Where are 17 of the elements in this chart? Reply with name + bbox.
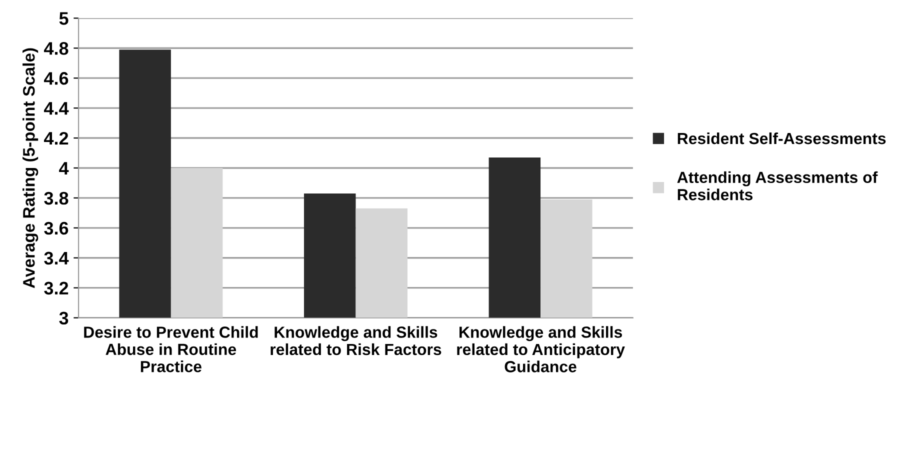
y-tick-label: 4.2: [44, 132, 68, 145]
y-tick-label: 3.2: [44, 282, 68, 295]
y-tick-label: 3.4: [44, 252, 69, 265]
y-axis-title: Average Rating (5-point Scale): [22, 48, 38, 288]
y-tick-label: 4.8: [44, 42, 68, 55]
y-tick-label: 4.4: [44, 102, 69, 115]
x-tick-label: Knowledge and Skills related to Risk Factors: [270, 326, 442, 356]
y-tick-label: 5: [59, 12, 68, 25]
y-tick-label: 3.6: [44, 222, 68, 235]
x-tick-label: Knowledge and Skills related to Anticipatory Guidance: [457, 326, 625, 372]
x-tick-label: Desire to Prevent Child Abuse in Routine Practice: [84, 326, 258, 372]
legend-label: Attending Assessments of Residents: [677, 171, 878, 200]
legend-label: Resident Self-Assessments: [678, 132, 886, 144]
y-tick-label: 4.6: [44, 72, 68, 85]
y-tick-label: 3: [59, 312, 68, 325]
y-tick-label: 4: [59, 162, 69, 175]
y-tick-label: 3.8: [44, 192, 68, 205]
